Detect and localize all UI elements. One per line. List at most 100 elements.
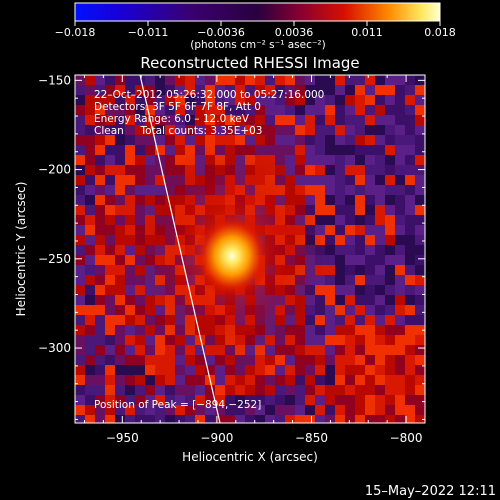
image-pixel [345, 385, 355, 395]
image-pixel [175, 95, 185, 105]
image-pixel [85, 145, 95, 155]
image-pixel [345, 255, 355, 265]
image-pixel [315, 115, 325, 125]
image-pixel [125, 245, 135, 255]
image-pixel [365, 215, 375, 225]
image-pixel [415, 135, 425, 145]
image-pixel [275, 115, 285, 125]
image-pixel [255, 405, 265, 415]
image-pixel [385, 395, 395, 405]
colorbar: −0.018 −0.011 −0.0036 0.0036 0.011 0.018 (pho… [55, 2, 456, 51]
image-pixel [265, 385, 275, 395]
image-pixel [375, 205, 385, 215]
image-pixel [385, 345, 395, 355]
image-pixel [105, 295, 115, 305]
image-pixel [135, 305, 145, 315]
image-pixel [385, 225, 395, 235]
image-pixel [335, 265, 345, 275]
image-pixel [335, 245, 345, 255]
image-pixel [405, 215, 415, 225]
image-pixel [115, 115, 125, 125]
image-pixel [95, 85, 105, 95]
y-tick-label: −250 [38, 252, 71, 266]
image-pixel [125, 395, 135, 405]
image-pixel [105, 75, 115, 85]
image-pixel [75, 305, 85, 315]
image-pixel [275, 345, 285, 355]
image-pixel [365, 185, 375, 195]
image-pixel [95, 215, 105, 225]
image-pixel [75, 345, 85, 355]
image-pixel [415, 415, 425, 423]
image-pixel [295, 155, 305, 165]
image-pixel [315, 415, 325, 423]
image-pixel [345, 235, 355, 245]
image-pixel [85, 115, 95, 125]
image-pixel [135, 195, 145, 205]
image-pixel [305, 395, 315, 405]
image-pixel [75, 315, 85, 325]
image-pixel [105, 245, 115, 255]
image-pixel [395, 75, 405, 85]
image-pixel [315, 405, 325, 415]
image-pixel [155, 95, 165, 105]
image-pixel [345, 145, 355, 155]
image-pixel [135, 395, 145, 405]
image-pixel [335, 185, 345, 195]
image-pixel [85, 205, 95, 215]
image-pixel [395, 405, 405, 415]
image-pixel [305, 345, 315, 355]
image-pixel [345, 345, 355, 355]
image-pixel [85, 405, 95, 415]
image-pixel [75, 335, 85, 345]
image-pixel [375, 385, 385, 395]
image-pixel [125, 285, 135, 295]
image-pixel [75, 365, 85, 375]
image-pixel [315, 135, 325, 145]
image-pixel [335, 315, 345, 325]
image-pixel [395, 145, 405, 155]
image-pixel [125, 225, 135, 235]
image-pixel [395, 85, 405, 95]
image-pixel [165, 105, 175, 115]
image-pixel [325, 255, 335, 265]
image-pixel [385, 85, 395, 95]
image-pixel [135, 375, 145, 385]
image-pixel [115, 175, 125, 185]
image-pixel [395, 175, 405, 185]
image-pixel [295, 345, 305, 355]
image-pixel [405, 365, 415, 375]
image-pixel [95, 125, 105, 135]
image-pixel [345, 295, 355, 305]
image-pixel [415, 95, 425, 105]
image-pixel [345, 375, 355, 385]
image-pixel [325, 175, 335, 185]
image-pixel [95, 295, 105, 305]
image-pixel [135, 135, 145, 145]
image-pixel [185, 385, 195, 395]
image-pixel [325, 215, 335, 225]
image-pixel [255, 375, 265, 385]
image-pixel [325, 105, 335, 115]
image-pixel [355, 335, 365, 345]
image-pixel [125, 155, 135, 165]
image-pixel [125, 325, 135, 335]
image-pixel [95, 105, 105, 115]
image-pixel [235, 75, 245, 85]
image-pixel [335, 205, 345, 215]
image-pixel [345, 305, 355, 315]
image-pixel [385, 265, 395, 275]
annotation-time-range: 22–Oct–2012 05:26:32.000 to 05:27:16.000 [94, 89, 324, 101]
image-pixel [205, 395, 215, 405]
image-pixel [385, 295, 395, 305]
image-pixel [155, 105, 165, 115]
image-pixel [275, 125, 285, 135]
image-pixel [75, 325, 85, 335]
image-pixel [85, 235, 95, 245]
image-pixel [95, 235, 105, 245]
image-pixel [335, 415, 345, 423]
image-pixel [185, 395, 195, 405]
image-pixel [385, 115, 395, 125]
image-pixel [415, 195, 425, 205]
